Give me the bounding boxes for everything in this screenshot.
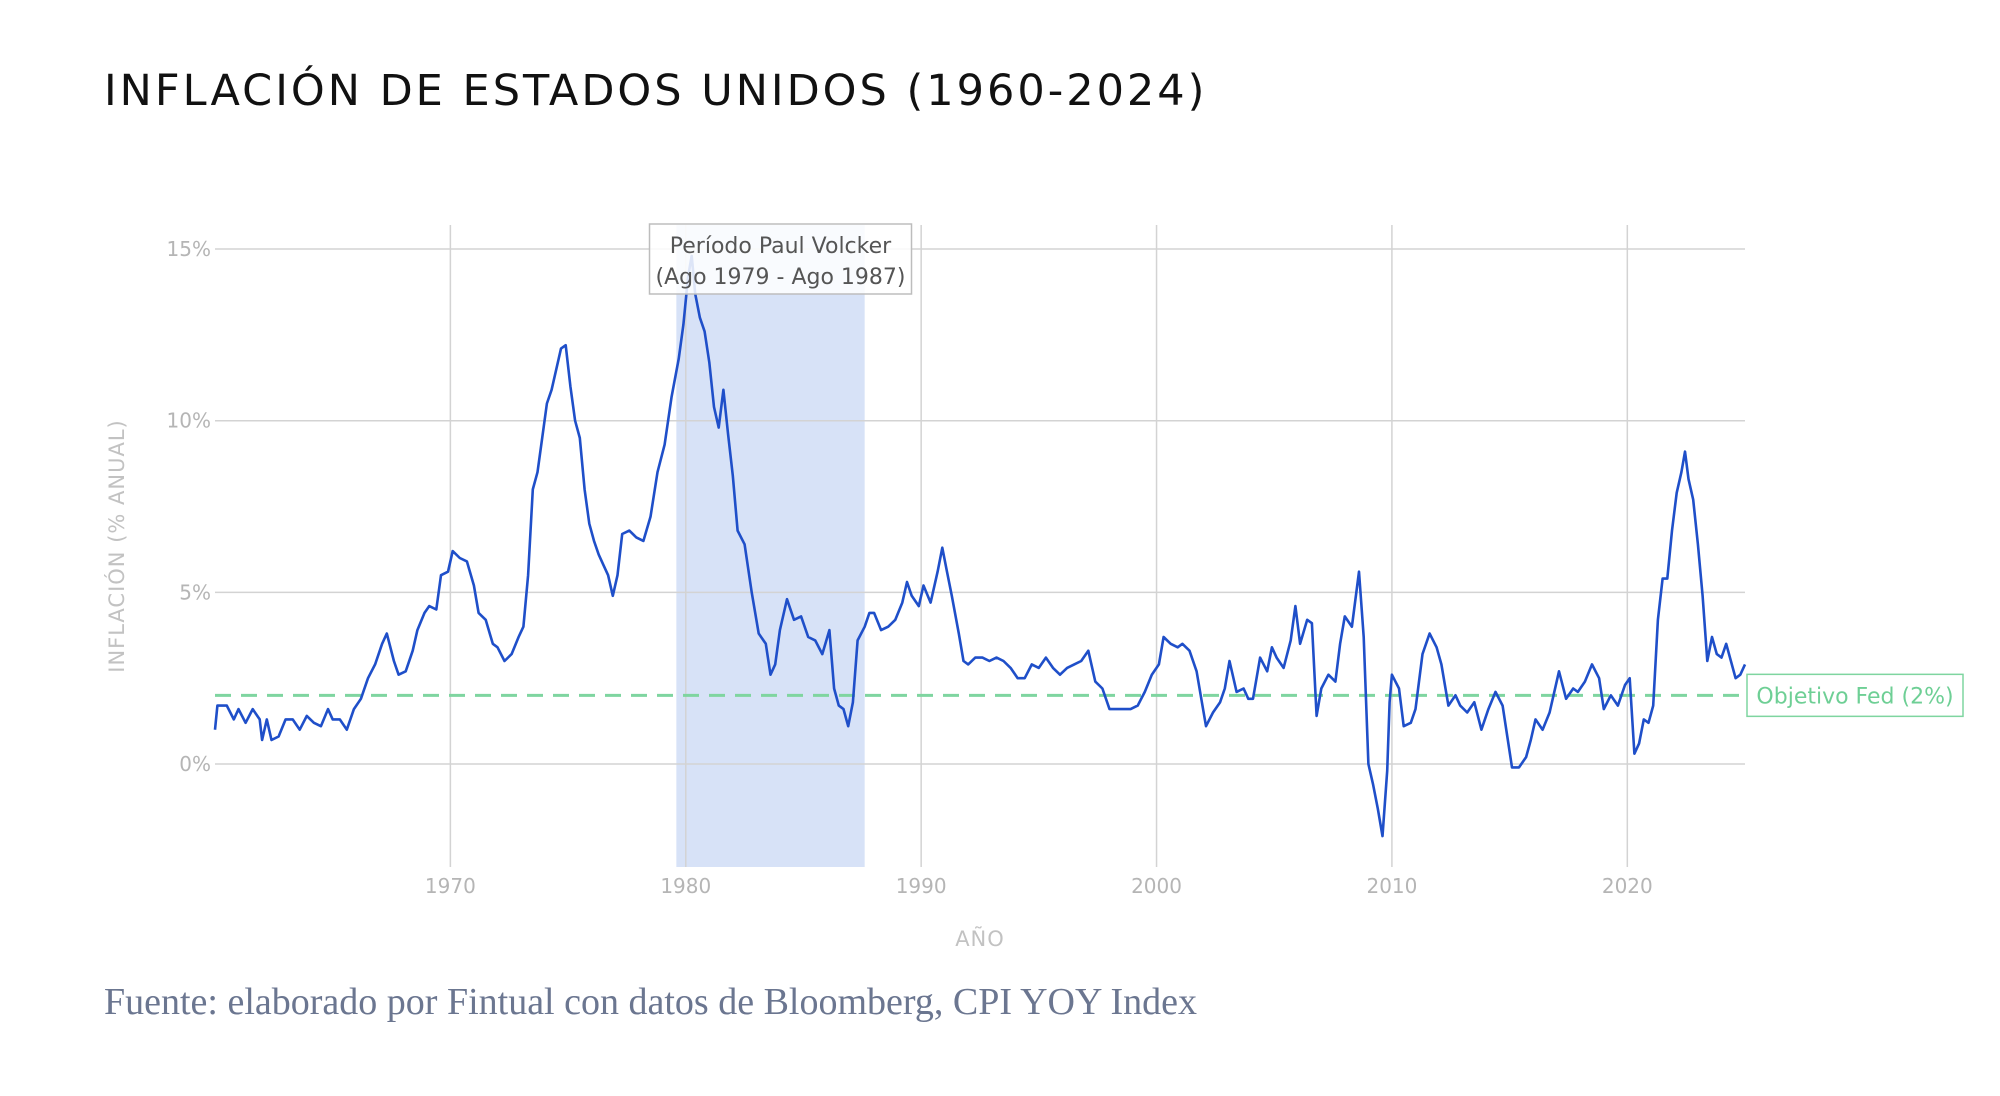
volcker-label-line1: Período Paul Volcker [670,234,892,259]
fed-label-box [1746,673,1964,718]
y-axis-title: INFLACIÓN (% ANUAL) [104,419,129,672]
x-tick-label: 2000 [1131,874,1182,898]
grid-layer [215,225,1745,867]
x-tick-label: 1980 [660,874,711,898]
volcker-label-box [648,223,913,295]
inflation-series-line [213,254,1747,838]
source-note: Fuente: elaborado por Fintual con datos … [104,981,1198,1023]
y-tick-label: 5% [179,580,211,604]
chart-title: INFLACIÓN DE ESTADOS UNIDOS (1960-2024) [104,66,1208,116]
x-tick-label: 1990 [896,874,947,898]
line-layer [213,254,1747,838]
text-layer: 0% 5% 10% 15% 1970 1980 1990 2000 2010 2020 AÑO INF… [104,237,1653,951]
x-tick-label: 1970 [425,874,476,898]
x-tick-label: 2020 [1602,874,1653,898]
y-tick-label: 15% [167,237,211,261]
fed-target-label: Objetivo Fed (2%) [1756,684,1953,709]
volcker-shaded-region [676,225,865,867]
x-tick-label: 2010 [1366,874,1417,898]
x-axis-title: AÑO [955,925,1005,951]
volcker-label-line2: (Ago 1979 - Ago 1987) [655,265,905,290]
annotation-layer: Objetivo Fed (2%) Período Paul Volcker (Ag… [648,223,1964,718]
y-tick-label: 0% [179,752,211,776]
y-tick-label: 10% [167,409,211,433]
shade-layer [676,225,865,867]
